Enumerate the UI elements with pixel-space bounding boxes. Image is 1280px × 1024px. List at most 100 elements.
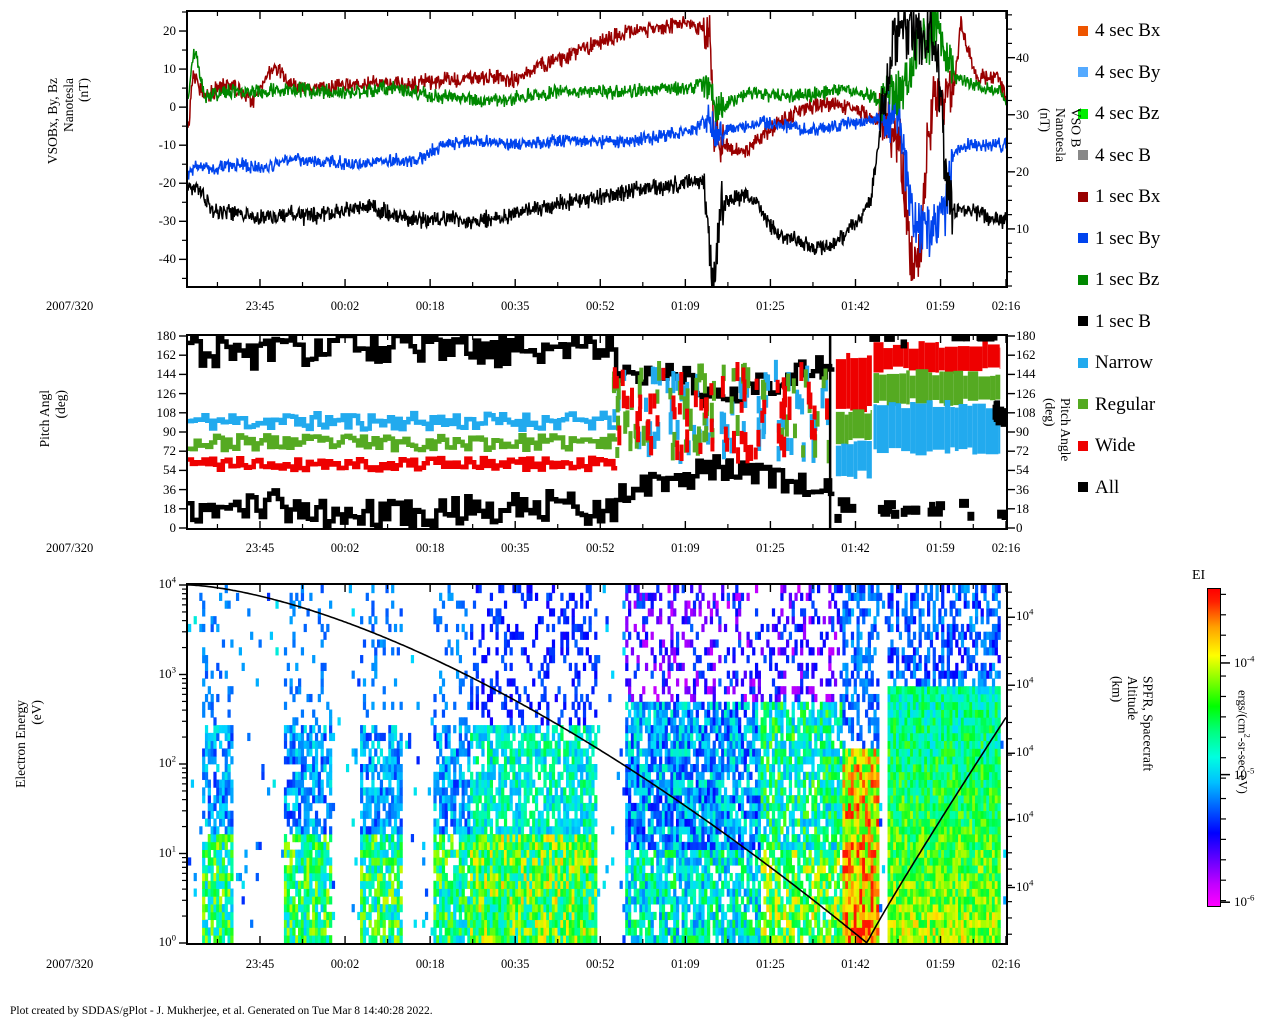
- spectrogram-cell: [224, 919, 228, 928]
- spectrogram-cell: [743, 756, 747, 765]
- legend-item-1-sec-b[interactable]: 1 sec B: [1078, 301, 1278, 343]
- spectrogram-cell: [675, 841, 680, 851]
- spectrogram-cell: [760, 802, 764, 812]
- spectrogram-cell: [695, 725, 699, 734]
- spectrogram-cell: [582, 616, 587, 625]
- spectrogram-cell: [202, 655, 206, 664]
- spectrogram-cell: [458, 896, 463, 905]
- legend-item-4-sec-bz[interactable]: 4 sec Bz: [1078, 93, 1278, 135]
- spectrogram-cell: [227, 725, 231, 734]
- legend-item-4-sec-bx[interactable]: 4 sec Bx: [1078, 10, 1278, 52]
- spectrogram-cell: [769, 911, 773, 921]
- spectrogram-cell: [295, 911, 299, 921]
- spectrogram-cell: [656, 725, 660, 734]
- spectrogram-cell: [439, 872, 443, 882]
- spectrogram-cell: [723, 795, 728, 804]
- spectrogram-cell: [588, 834, 592, 843]
- spectrogram-cell: [783, 693, 787, 703]
- spectrogram-cell: [464, 779, 468, 788]
- spectrogram-cell: [506, 904, 510, 913]
- spectrogram-cell: [574, 748, 578, 757]
- spectrogram-cell: [557, 935, 561, 943]
- spectrogram-cell: [636, 872, 640, 882]
- spectrogram-cell: [481, 686, 485, 695]
- spectrogram-cell: [210, 623, 214, 633]
- spectrogram-cell: [298, 802, 302, 812]
- spectrogram-cell: [653, 748, 657, 757]
- legend-item-all[interactable]: All: [1078, 467, 1278, 509]
- legend-item-4-sec-by[interactable]: 4 sec By: [1078, 52, 1278, 94]
- spectrogram-cell: [314, 896, 319, 905]
- spectrogram-cell: [486, 872, 491, 882]
- spectrogram-cell: [323, 872, 327, 882]
- spectrogram-cell: [444, 787, 448, 796]
- spectrogram-cell: [376, 880, 381, 889]
- spectrogram-cell: [630, 717, 635, 726]
- spectrogram-cell: [360, 865, 364, 874]
- spectrogram-cell: [470, 849, 474, 858]
- spectrogram-cell: [723, 810, 728, 819]
- spectrogram-cell: [712, 834, 716, 843]
- spectrogram-cell: [633, 670, 637, 679]
- spectrogram-cell: [726, 849, 730, 858]
- legend-item-1-sec-by[interactable]: 1 sec By: [1078, 218, 1278, 260]
- series-narrow-block: [915, 403, 927, 456]
- spectrogram-cell: [746, 927, 750, 936]
- spectrogram-cell: [565, 810, 570, 819]
- spectrogram-cell: [543, 896, 547, 905]
- spectrogram-cell: [441, 802, 446, 812]
- spectrogram-cell: [698, 748, 702, 757]
- legend-label: 4 sec Bx: [1095, 20, 1161, 42]
- spectrogram-cell: [650, 701, 654, 710]
- spectrogram-cell: [695, 911, 699, 921]
- spectrogram-cell: [509, 927, 513, 936]
- spectrogram-cell: [774, 701, 778, 710]
- spectrogram-cell: [563, 857, 567, 866]
- spectrogram-cell: [393, 841, 398, 851]
- spectrogram-cell: [664, 919, 668, 928]
- legend-item-wide[interactable]: Wide: [1078, 425, 1278, 467]
- spectrogram-cell: [732, 857, 736, 866]
- spectrogram-cell: [506, 826, 510, 835]
- spectrogram-cell: [695, 849, 699, 858]
- spectrogram-cell: [577, 888, 581, 897]
- spectrogram-cell: [300, 748, 305, 757]
- series-wide-block: [892, 344, 904, 367]
- spectrogram-cell: [506, 740, 510, 749]
- y-tick-label: 0: [1016, 520, 1023, 535]
- legend-item-4-sec-b[interactable]: 4 sec B: [1078, 135, 1278, 177]
- spectrogram-cell: [393, 872, 398, 882]
- spectrogram-cell: [317, 818, 321, 827]
- series-wide: [188, 455, 618, 473]
- spectrogram-cell: [204, 880, 209, 889]
- spectrogram-cell: [444, 756, 448, 765]
- spectrogram-cell: [371, 818, 375, 827]
- spectrogram-cell: [495, 849, 499, 858]
- spectrogram-cell: [534, 919, 539, 928]
- spectrogram-cell: [458, 802, 463, 812]
- spectrogram-cell: [207, 896, 211, 905]
- electron-spectrogram-plot: [186, 583, 1008, 945]
- legend-item-regular[interactable]: Regular: [1078, 384, 1278, 426]
- spectrogram-cell: [193, 616, 197, 625]
- legend-item-1-sec-bz[interactable]: 1 sec Bz: [1078, 259, 1278, 301]
- legend-item-narrow[interactable]: Narrow: [1078, 342, 1278, 384]
- spectrogram-cell: [391, 865, 395, 874]
- spectrogram-cell: [780, 935, 784, 943]
- spectrogram-cell: [650, 888, 654, 897]
- spectrogram-cell: [300, 911, 305, 921]
- spectrogram-cell: [659, 764, 663, 773]
- spectrogram-cell: [492, 865, 496, 874]
- spectrogram-cell: [754, 818, 759, 827]
- spectrogram-cell: [594, 849, 598, 858]
- spectrogram-cell: [692, 795, 697, 804]
- spectrogram-cell: [204, 662, 209, 672]
- spectrogram-cell: [565, 764, 570, 773]
- spectrogram-cell: [396, 849, 400, 858]
- spectrogram-cell: [540, 888, 544, 897]
- spectrogram-cell: [777, 701, 781, 710]
- spectrogram-cell: [726, 810, 730, 819]
- spectrogram-cell: [540, 911, 544, 921]
- legend-item-1-sec-bx[interactable]: 1 sec Bx: [1078, 176, 1278, 218]
- spectrogram-cell: [523, 764, 527, 773]
